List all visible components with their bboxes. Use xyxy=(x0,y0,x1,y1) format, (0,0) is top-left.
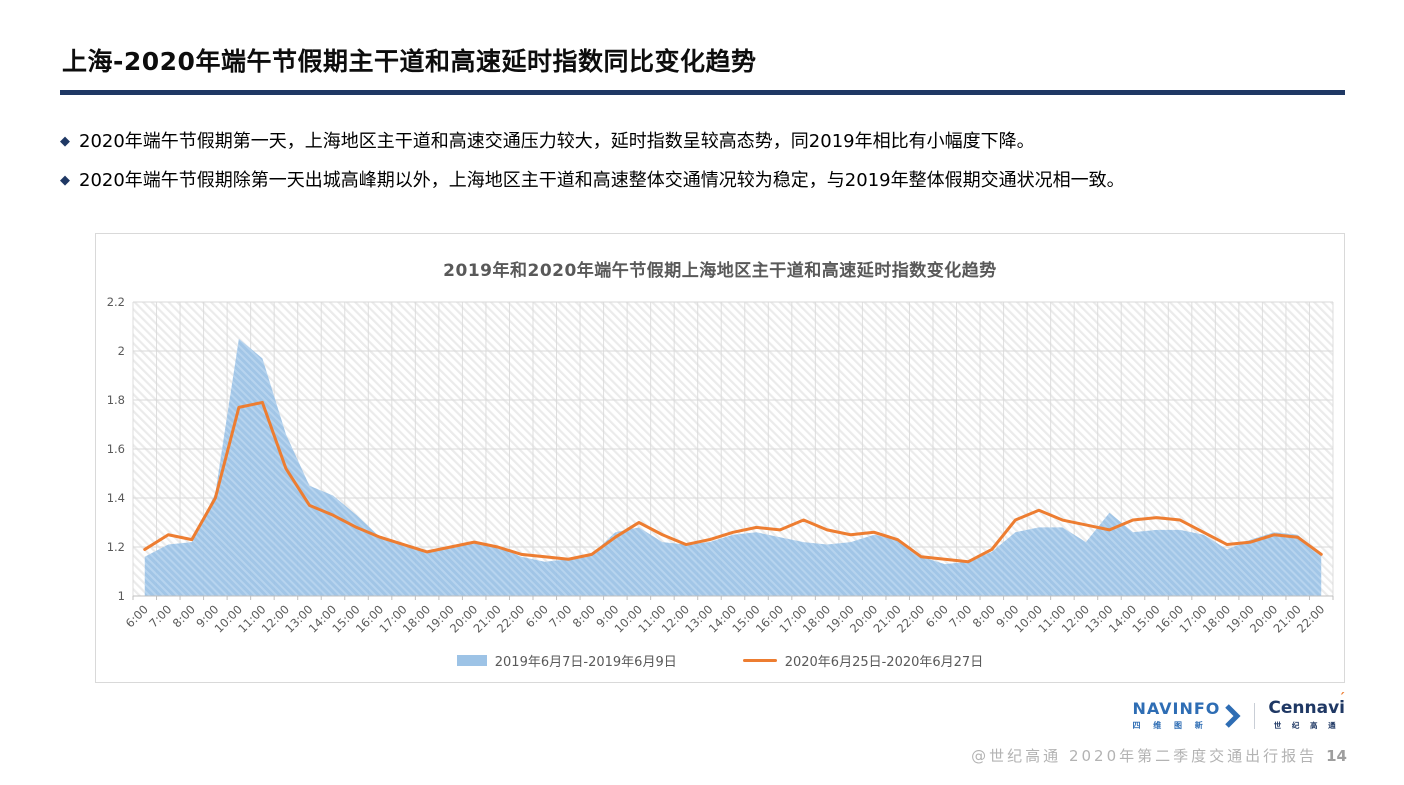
chart-title: 2019年和2020年端午节假期上海地区主干道和高速延时指数变化趋势 xyxy=(443,261,997,281)
cennavi-logo-subtext: 世 纪 高 通 xyxy=(1273,721,1340,730)
summary-bullets: ◆ 2020年端午节假期第一天，上海地区主干道和高速交通压力较大，延时指数呈较高… xyxy=(60,130,1370,208)
legend-item-2020: 2020年6月25日-2020年6月27日 xyxy=(742,651,984,670)
page-title: 上海-2020年端午节假期主干道和高速延时指数同比变化趋势 xyxy=(62,47,757,76)
bullet-diamond-icon: ◆ xyxy=(60,134,70,149)
svg-text:22:00: 22:00 xyxy=(1294,602,1327,635)
navinfo-logo: NAVINFO 四 维 图 新 xyxy=(1132,698,1241,731)
bullet-text: 2020年端午节假期第一天，上海地区主干道和高速交通压力较大，延时指数呈较高态势… xyxy=(79,131,1035,152)
svg-text:1.4: 1.4 xyxy=(107,491,125,505)
legend-label-2019: 2019年6月7日-2019年6月9日 xyxy=(494,655,677,670)
legend-label-2020: 2020年6月25日-2020年6月27日 xyxy=(784,655,984,670)
svg-text:8:00: 8:00 xyxy=(170,602,198,630)
svg-text:1.8: 1.8 xyxy=(107,393,125,407)
delay-index-trend-chart: 11.21.41.61.822.26:007:008:009:0010:0011… xyxy=(107,295,1334,636)
svg-text:8:00: 8:00 xyxy=(970,602,998,630)
chart-legend: 2019年6月7日-2019年6月9日 2020年6月25日-2020年6月27… xyxy=(96,651,1344,670)
bullet-item: ◆ 2020年端午节假期第一天，上海地区主干道和高速交通压力较大，延时指数呈较高… xyxy=(60,130,1370,154)
svg-text:6:00: 6:00 xyxy=(523,602,551,630)
svg-text:1.2: 1.2 xyxy=(107,540,125,554)
svg-text:6:00: 6:00 xyxy=(923,602,951,630)
svg-text:7:00: 7:00 xyxy=(146,602,174,630)
svg-text:7:00: 7:00 xyxy=(946,602,974,630)
svg-text:22:00: 22:00 xyxy=(494,602,527,635)
legend-line-swatch-2020 xyxy=(742,659,777,662)
svg-text:7:00: 7:00 xyxy=(546,602,574,630)
footer-credit: @世纪高通 2020年第二季度交通出行报告 14 xyxy=(971,745,1347,766)
svg-text:2.2: 2.2 xyxy=(107,295,125,309)
svg-text:22:00: 22:00 xyxy=(894,602,927,635)
credit-text: @世纪高通 2020年第二季度交通出行报告 xyxy=(971,747,1318,765)
svg-text:1.6: 1.6 xyxy=(107,442,125,456)
svg-text:2: 2 xyxy=(118,344,125,358)
svg-text:8:00: 8:00 xyxy=(570,602,598,630)
svg-text:6:00: 6:00 xyxy=(123,602,151,630)
logo-divider xyxy=(1254,702,1256,729)
navinfo-logo-text: NAVINFO xyxy=(1132,698,1221,718)
bullet-text: 2020年端午节假期除第一天出城高峰期以外，上海地区主干道和高速整体交通情况较为… xyxy=(79,170,1125,191)
legend-item-2019: 2019年6月7日-2019年6月9日 xyxy=(456,651,677,670)
page-number: 14 xyxy=(1326,746,1347,765)
legend-area-swatch-2019 xyxy=(456,655,487,666)
cennavi-accent-mark: ´ xyxy=(1338,692,1346,707)
svg-text:1: 1 xyxy=(118,589,125,603)
footer-logos: NAVINFO 四 维 图 新 Cennavi ´ 世 纪 高 通 xyxy=(1132,692,1345,731)
bullet-diamond-icon: ◆ xyxy=(60,173,70,188)
navinfo-logo-subtext: 四 维 图 新 xyxy=(1132,720,1208,730)
bullet-item: ◆ 2020年端午节假期除第一天出城高峰期以外，上海地区主干道和高速整体交通情况… xyxy=(60,169,1370,193)
navinfo-chevron-icon xyxy=(1225,703,1241,728)
cennavi-logo: Cennavi ´ 世 纪 高 通 xyxy=(1268,692,1345,731)
cennavi-logo-text: Cennavi ´ xyxy=(1268,692,1345,718)
chart-card: 2019年和2020年端午节假期上海地区主干道和高速延时指数变化趋势 1 1.2 1… xyxy=(95,233,1345,683)
title-underline xyxy=(60,90,1345,95)
